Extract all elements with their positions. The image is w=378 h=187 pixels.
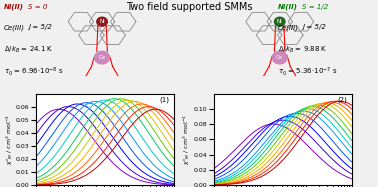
- Y-axis label: $\chi''_M$ / cm$^3$ mol$^{-1}$: $\chi''_M$ / cm$^3$ mol$^{-1}$: [4, 114, 14, 165]
- Text: S = 1/2: S = 1/2: [302, 4, 328, 10]
- Text: Ni(II): Ni(II): [278, 4, 298, 10]
- Text: Ni: Ni: [277, 19, 282, 24]
- Y-axis label: $\chi''_M$ / cm$^3$ mol$^{-1}$: $\chi''_M$ / cm$^3$ mol$^{-1}$: [182, 114, 192, 165]
- Text: $\tau_0$ = 6.96·10$^{-8}$ s: $\tau_0$ = 6.96·10$^{-8}$ s: [4, 65, 63, 78]
- Text: $\Delta/k_B$ = 24.1 K: $\Delta/k_B$ = 24.1 K: [4, 45, 53, 55]
- Text: Ce(III): Ce(III): [4, 24, 25, 31]
- Text: J = 5/2: J = 5/2: [28, 24, 52, 30]
- Text: Ce(III): Ce(III): [278, 24, 299, 31]
- Text: (1): (1): [160, 96, 170, 103]
- Circle shape: [274, 17, 285, 26]
- Text: $\tau_0$ = 5.36·10$^{-7}$ s: $\tau_0$ = 5.36·10$^{-7}$ s: [278, 65, 337, 78]
- Text: S = 0: S = 0: [28, 4, 48, 10]
- Text: J = 5/2: J = 5/2: [302, 24, 326, 30]
- Text: Ni: Ni: [99, 19, 105, 24]
- Circle shape: [272, 51, 287, 64]
- Circle shape: [97, 17, 107, 26]
- Text: Ce: Ce: [99, 55, 105, 60]
- Text: $\Delta/k_B$ = 9.88 K: $\Delta/k_B$ = 9.88 K: [278, 45, 327, 55]
- Text: (2): (2): [338, 96, 347, 103]
- Text: Ce: Ce: [276, 55, 283, 60]
- Text: Ni(II): Ni(II): [4, 4, 24, 10]
- Circle shape: [94, 51, 110, 64]
- Text: Two field supported SMMs: Two field supported SMMs: [126, 2, 252, 12]
